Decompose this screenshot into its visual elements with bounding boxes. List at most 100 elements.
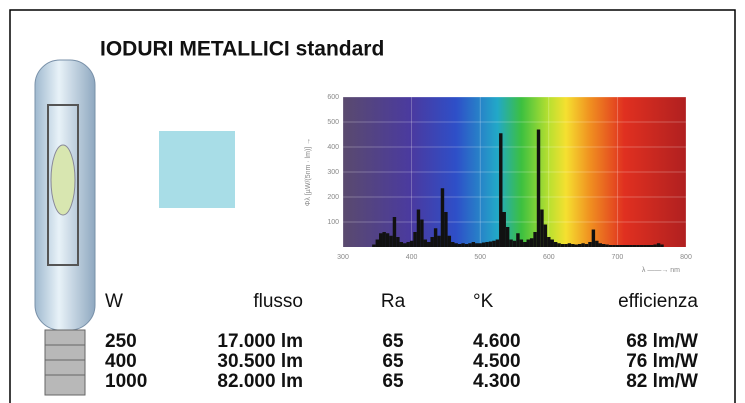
bar [529, 238, 534, 247]
bar [409, 240, 414, 247]
bar [649, 245, 654, 247]
table-cell: 76 lm/W [626, 351, 698, 372]
bar [605, 244, 609, 247]
table-cell: 65 [382, 331, 404, 352]
table-cell: 250 [105, 331, 137, 352]
bar [382, 232, 386, 247]
column-header: flusso [253, 291, 303, 312]
lamp [34, 59, 96, 396]
bar [653, 244, 657, 247]
bar [379, 233, 383, 247]
bar [392, 217, 397, 247]
bar [543, 224, 548, 247]
bar [512, 240, 517, 247]
table-cell: 4.300 [473, 371, 521, 392]
bar [526, 239, 530, 247]
bar [427, 242, 431, 247]
bar [403, 243, 407, 247]
bar [423, 239, 428, 247]
bar [389, 235, 393, 247]
bar [581, 243, 585, 247]
column-header: Ra [381, 291, 406, 312]
spectrum-background [343, 97, 686, 247]
bar [440, 188, 445, 247]
bar [550, 239, 554, 247]
bar [406, 242, 410, 247]
column-header: °K [473, 291, 494, 312]
bar [372, 244, 376, 247]
column-header: W [105, 291, 123, 312]
bar [567, 243, 572, 247]
bar [584, 244, 589, 247]
bar [547, 237, 551, 247]
bar [523, 242, 527, 247]
bar [464, 244, 469, 247]
color-swatch [159, 131, 235, 208]
column-header: efficienza [618, 291, 698, 312]
bar [598, 243, 602, 247]
bar [499, 133, 503, 247]
bar [574, 244, 578, 247]
bar [444, 212, 448, 247]
bar [478, 243, 482, 247]
bar [564, 244, 568, 247]
bar [516, 233, 520, 247]
bar [454, 243, 458, 247]
bar [447, 235, 452, 247]
bar [595, 240, 599, 247]
bar [571, 244, 575, 247]
bar [475, 243, 479, 247]
x-axis-label: λ ——→ nm [642, 267, 680, 274]
table-cell: 65 [382, 371, 404, 392]
bar [612, 245, 616, 247]
y-axis-label: Φλ [µW/(5nm · lm)] → [305, 138, 312, 206]
bar [433, 228, 438, 247]
bar [413, 232, 417, 247]
y-tick-label: 500 [327, 119, 339, 126]
bar [495, 239, 500, 247]
bar [591, 229, 596, 247]
bar [396, 237, 400, 247]
bar [430, 237, 434, 247]
bar [646, 245, 650, 247]
bar [588, 242, 592, 247]
bar [509, 239, 513, 247]
y-tick-label: 400 [327, 144, 339, 151]
bar [451, 242, 455, 247]
bar [608, 245, 613, 247]
title: IODURI METALLICI standard [100, 38, 384, 61]
x-tick-label: 700 [612, 254, 624, 261]
table-cell: 4.600 [473, 331, 521, 352]
table-cell: 68 lm/W [626, 331, 698, 352]
bar [485, 242, 489, 247]
table-cell: 17.000 lm [217, 331, 303, 352]
bar [492, 240, 496, 247]
x-tick-label: 300 [337, 254, 349, 261]
y-tick-label: 200 [327, 194, 339, 201]
spectrum-chart: 100 200 300 400 500 600 300 400 500 600 700 800 [327, 94, 692, 261]
bar [461, 243, 465, 247]
bar [457, 244, 462, 247]
bar [639, 245, 644, 247]
y-tick-label: 100 [327, 219, 339, 226]
x-tick-label: 600 [543, 254, 555, 261]
table-cell: 82.000 lm [217, 371, 303, 392]
bar [536, 129, 541, 247]
bar [471, 242, 476, 247]
table-cell: 30.500 lm [217, 351, 303, 372]
bar [632, 245, 637, 247]
bar [625, 245, 630, 247]
bar [656, 243, 661, 247]
bar [481, 242, 486, 247]
table-cell: 1000 [105, 371, 147, 392]
bar [519, 239, 524, 247]
x-tick-label: 500 [474, 254, 486, 261]
bar [560, 244, 565, 247]
y-tick-label: 300 [327, 169, 339, 176]
bar [416, 209, 421, 247]
table-cell: 82 lm/W [626, 371, 698, 392]
bar [643, 245, 647, 247]
bar [629, 245, 633, 247]
